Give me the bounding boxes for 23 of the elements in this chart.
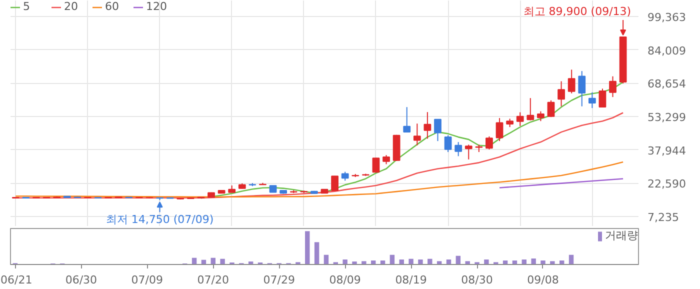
x-tick-label: 08/30 [461,274,493,286]
annotation: 최고 89,900 (09/13) [523,4,632,18]
x-tick-label: 07/09 [131,274,164,286]
y-tick-label: 68,654 [648,78,686,91]
x-tick-label: 06/30 [65,274,98,286]
legend-label: 60 [105,0,120,13]
x-tick-label: 09/08 [527,274,559,286]
legend-label: 5 [23,0,31,13]
x-tick-label: 07/20 [197,274,229,286]
y-tick-label: 22,590 [648,178,686,191]
x-tick-label: 07/29 [263,274,295,286]
annotation: 최저 14,750 (07/09) [106,213,214,226]
y-tick-label: 53,299 [648,110,686,124]
y-tick-label: 99,363 [648,10,686,24]
y-tick-label: 84,009 [648,44,686,58]
legend-label: 거래량 [605,228,638,243]
y-tick-label: 37,944 [648,144,686,158]
x-tick-label: 08/19 [395,274,427,286]
legend-label: 20 [64,0,79,13]
legend-label: 120 [146,0,167,13]
x-tick-label: 06/21 [0,274,32,286]
y-tick-label: 7,235 [648,210,679,224]
x-tick-label: 08/09 [329,274,361,286]
